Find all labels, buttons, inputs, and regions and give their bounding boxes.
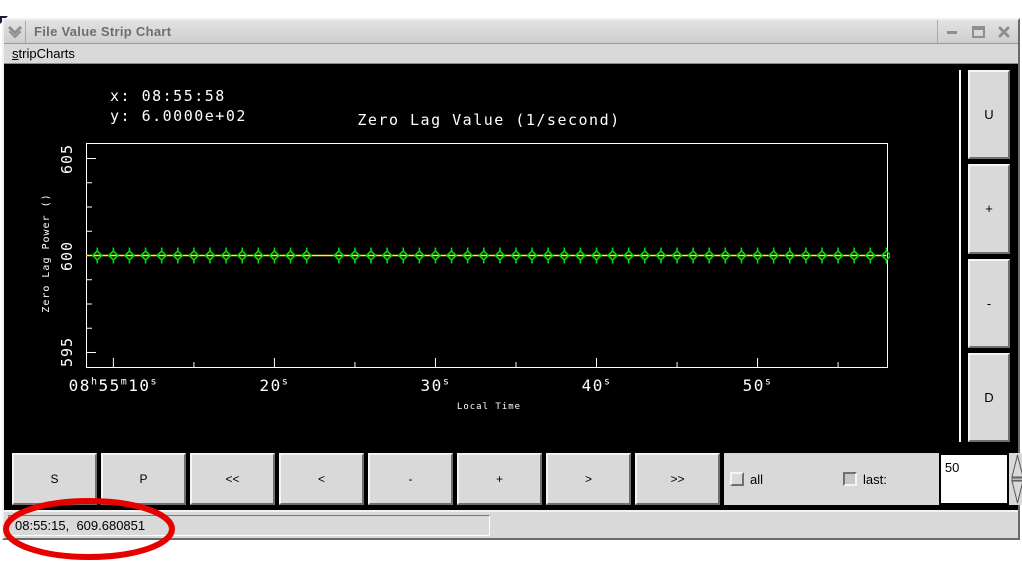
last-count-input[interactable]	[938, 453, 1009, 505]
y-tick-label: 595	[58, 337, 76, 368]
chart-area[interactable]: x: 08:55:58 y: 6.0000e+02 Zero Lag Value…	[4, 64, 1018, 448]
y-tick-label: 600	[58, 240, 76, 271]
last-count-spinner[interactable]	[1009, 453, 1022, 505]
menu-item-stripcharts[interactable]: stripCharts	[12, 46, 75, 61]
fast-forward-button[interactable]: >>	[635, 453, 720, 505]
print-button[interactable]: P	[101, 453, 186, 505]
cursor-readout: x: 08:55:58 y: 6.0000e+02	[110, 86, 247, 126]
spinner-down-icon[interactable]	[1011, 480, 1022, 504]
zoom-button-column: U + - D	[959, 70, 1018, 442]
control-row: S P << < - + > >> all last:	[4, 448, 1022, 510]
chart-title: Zero Lag Value (1/second)	[357, 111, 621, 129]
maximize-button[interactable]	[970, 24, 986, 40]
menubar: stripCharts	[4, 44, 1018, 64]
strip-chart-plot[interactable]	[86, 143, 890, 370]
y-tick-label: 605	[58, 143, 76, 174]
cursor-x-value: x: 08:55:58	[110, 87, 226, 105]
x-axis-label: Local Time	[456, 402, 522, 412]
window-menu-button[interactable]	[4, 20, 26, 43]
last-checkbox[interactable]	[843, 472, 858, 486]
close-icon	[998, 26, 1010, 37]
x-tick-label: 08h55m10s	[68, 376, 159, 395]
titlebar[interactable]: File Value Strip Chart	[4, 20, 1018, 44]
y-axis-label: Zero Lag Power ()	[41, 193, 52, 313]
fast-back-button[interactable]: <<	[190, 453, 275, 505]
zoom-in-y-button[interactable]: +	[968, 164, 1010, 254]
step-back-button[interactable]: <	[279, 453, 364, 505]
all-checkbox-group[interactable]: all	[730, 472, 763, 487]
range-options-panel: all last:	[724, 453, 1022, 505]
x-tick-label: 50s	[742, 376, 773, 395]
status-readout: 08:55:15, 609.680851	[8, 515, 490, 536]
window-title: File Value Strip Chart	[34, 24, 172, 39]
window-controls	[937, 20, 1018, 43]
zoom-out-y-button[interactable]: -	[968, 258, 1010, 348]
status-bar: 08:55:15, 609.680851	[4, 510, 1018, 538]
all-checkbox[interactable]	[730, 472, 744, 486]
all-checkbox-label: all	[750, 471, 764, 487]
zoom-in-x-button[interactable]: +	[457, 453, 542, 505]
zoom-out-x-button[interactable]: -	[368, 453, 453, 505]
last-checkbox-group[interactable]: last:	[843, 472, 887, 487]
minimize-button[interactable]	[944, 24, 960, 40]
x-tick-label: 40s	[581, 376, 612, 395]
spinner-up-icon[interactable]	[1011, 454, 1022, 478]
last-checkbox-label: last:	[863, 471, 887, 487]
x-tick-label: 20s	[259, 376, 290, 395]
scroll-up-button[interactable]: U	[968, 70, 1010, 160]
close-button[interactable]	[996, 24, 1012, 40]
cursor-y-value: y: 6.0000e+02	[110, 107, 247, 125]
x-tick-label: 30s	[420, 376, 451, 395]
maximize-icon	[971, 25, 985, 38]
scroll-down-button[interactable]: D	[968, 352, 1010, 442]
app-window: File Value Strip Chart	[2, 18, 1022, 540]
chevron-down-icon	[7, 25, 22, 38]
stop-button[interactable]: S	[12, 453, 97, 505]
step-forward-button[interactable]: >	[546, 453, 631, 505]
minimize-icon	[947, 30, 957, 34]
